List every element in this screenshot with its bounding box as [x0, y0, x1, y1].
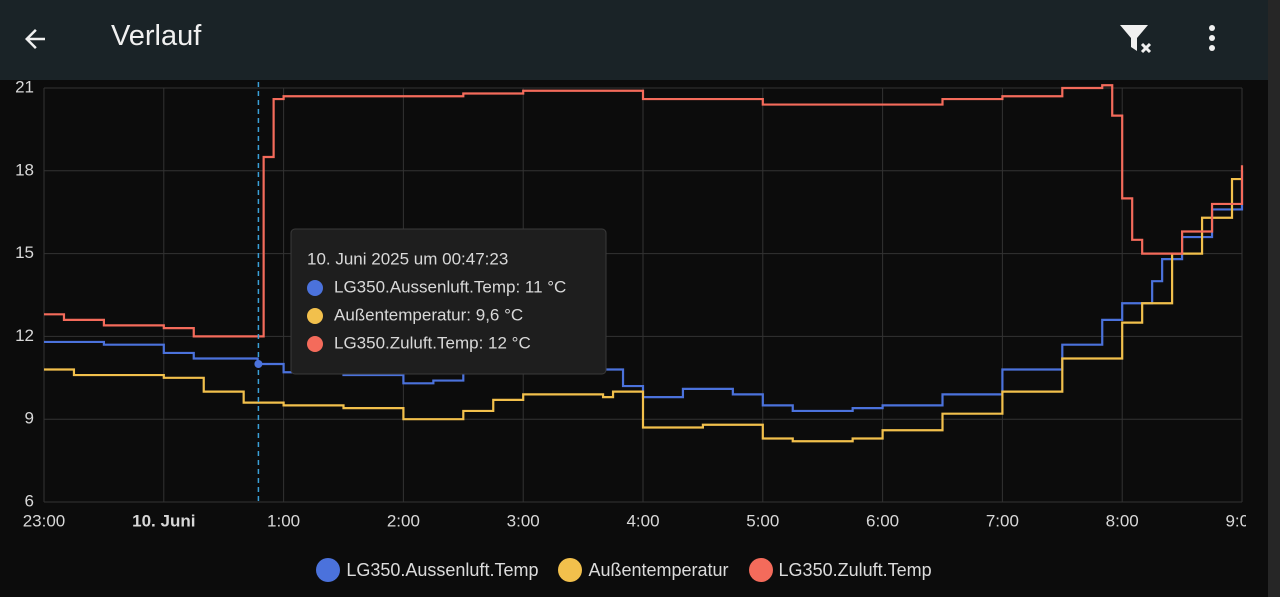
x-tick-label: 6:00	[866, 511, 899, 530]
y-tick-label: 15	[15, 243, 34, 262]
x-tick-label: 4:00	[626, 511, 659, 530]
y-tick-label: 9	[25, 409, 34, 428]
legend-label: LG350.Zuluft.Temp	[778, 559, 932, 580]
chart: 6 9 12 15 18 21 23:00 10. Juni 1:00 2:00 3:00 4:00 5…	[15, 80, 1258, 530]
x-tick-label: 3:00	[507, 511, 540, 530]
tooltip-item: Außentemperatur: 9,6 °C	[334, 305, 523, 324]
x-tick-label: 5:00	[746, 511, 779, 530]
back-button[interactable]	[20, 24, 50, 54]
legend: LG350.Aussenluft.Temp Außentemperatur LG35…	[0, 558, 1248, 582]
tooltip-box	[290, 228, 607, 375]
tooltip-dot	[307, 308, 323, 324]
y-tick-label: 6	[25, 491, 34, 510]
y-tick-label: 21	[15, 80, 34, 96]
legend-swatch	[316, 558, 341, 582]
hover-point	[254, 360, 263, 368]
tooltip-item: LG350.Aussenluft.Temp: 11 °C	[334, 277, 566, 296]
legend-item[interactable]: LG350.Zuluft.Temp	[748, 558, 932, 582]
tooltip-title: 10. Juni 2025 um 00:47:23	[307, 249, 508, 268]
series-line	[44, 170, 1244, 413]
x-tick-label: 9:00	[1225, 511, 1258, 530]
series-line	[44, 84, 1244, 338]
legend-swatch	[558, 558, 583, 582]
tooltip-dot	[307, 336, 323, 352]
x-tick-label: 23:00	[23, 511, 66, 530]
x-tick-label: 2:00	[387, 511, 420, 530]
tooltip-dot	[307, 280, 323, 296]
legend-swatch	[748, 558, 773, 582]
legend-label: LG350.Aussenluft.Temp	[346, 559, 539, 580]
page-title: Verlauf	[111, 20, 202, 52]
app-bar: Verlauf	[0, 0, 1268, 80]
menu-button[interactable]	[1200, 22, 1224, 56]
series-line	[44, 177, 1242, 443]
legend-item[interactable]: LG350.Aussenluft.Temp	[316, 558, 538, 582]
scrollbar	[1268, 0, 1280, 597]
x-tick-label: 10. Juni	[132, 511, 195, 530]
x-tick-label: 8:00	[1106, 511, 1139, 530]
x-tick-label: 1:00	[267, 511, 300, 530]
clear-filter-button[interactable]	[1118, 22, 1156, 56]
tooltip-item: LG350.Zuluft.Temp: 12 °C	[334, 333, 531, 352]
y-tick-label: 12	[15, 326, 34, 345]
legend-label: Außentemperatur	[588, 559, 729, 580]
legend-item[interactable]: Außentemperatur	[558, 558, 729, 582]
y-tick-label: 18	[15, 160, 34, 179]
x-tick-label: 7:00	[986, 511, 1019, 530]
